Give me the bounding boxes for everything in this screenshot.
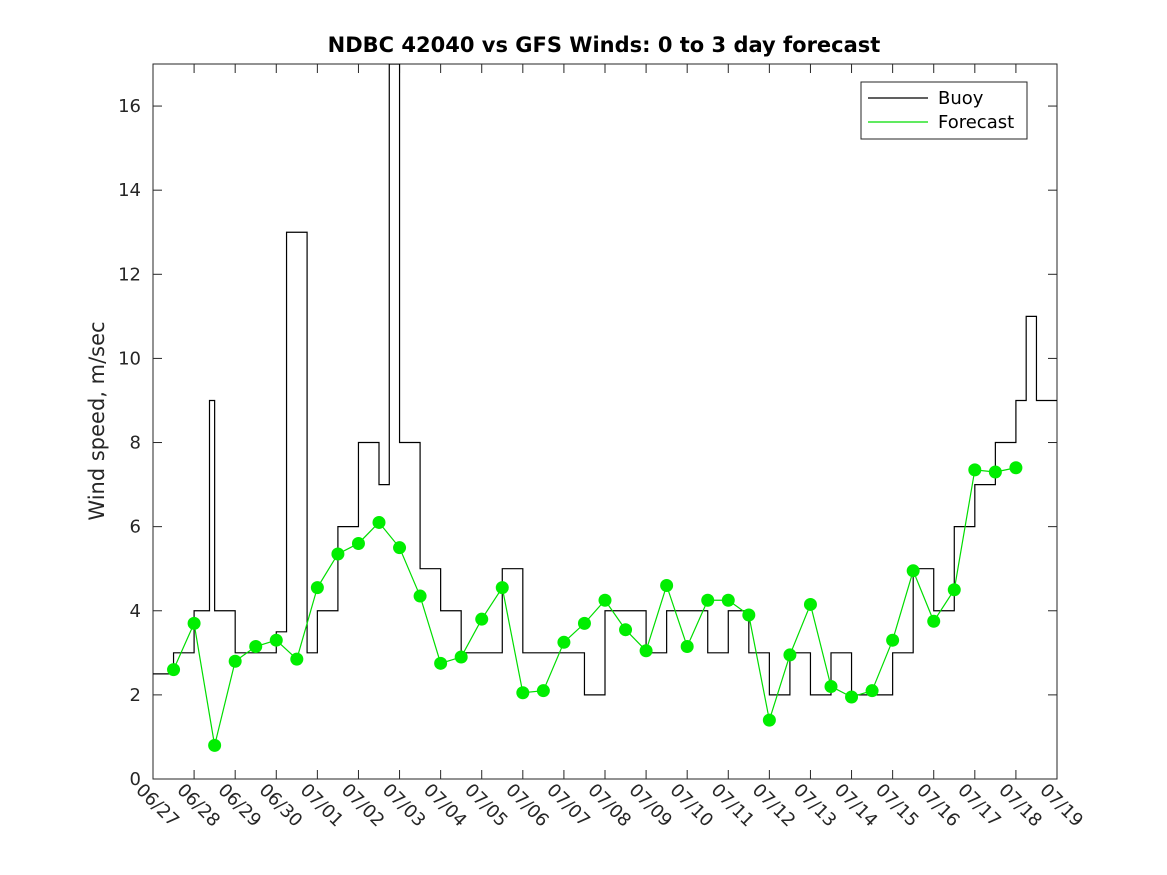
x-tick-label: 07/04 bbox=[419, 780, 471, 832]
forecast-marker bbox=[372, 515, 386, 529]
forecast-marker bbox=[269, 633, 283, 647]
x-tick-label: 07/10 bbox=[666, 780, 718, 832]
forecast-marker bbox=[495, 581, 509, 595]
x-tick-label: 07/16 bbox=[912, 780, 964, 832]
forecast-marker bbox=[351, 536, 365, 550]
forecast-marker bbox=[988, 465, 1002, 479]
plot-area: 024681012141606/2706/2806/2906/3007/0107… bbox=[118, 63, 1087, 832]
forecast-marker bbox=[968, 463, 982, 477]
chart-title: NDBC 42040 vs GFS Winds: 0 to 3 day fore… bbox=[328, 33, 881, 57]
forecast-marker bbox=[721, 593, 735, 607]
x-tick-label: 07/14 bbox=[830, 780, 882, 832]
legend: Buoy Forecast bbox=[860, 81, 1028, 140]
x-tick-label: 07/15 bbox=[871, 780, 923, 832]
x-tick-label: 07/19 bbox=[1035, 780, 1087, 832]
forecast-marker bbox=[660, 579, 674, 593]
y-tick-label: 10 bbox=[118, 348, 141, 369]
x-tick-label: 07/01 bbox=[296, 780, 348, 832]
forecast-marker bbox=[598, 593, 612, 607]
forecast-marker bbox=[310, 581, 324, 595]
legend-box bbox=[860, 81, 1028, 140]
buoy-series-line bbox=[153, 64, 1057, 696]
x-tick-label: 07/07 bbox=[542, 780, 594, 832]
x-tick-label: 07/17 bbox=[953, 780, 1005, 832]
forecast-marker bbox=[249, 640, 263, 654]
forecast-marker bbox=[886, 633, 900, 647]
y-tick-label: 8 bbox=[130, 433, 141, 454]
forecast-marker bbox=[454, 650, 468, 664]
x-tick-label: 06/30 bbox=[255, 780, 307, 832]
forecast-marker bbox=[475, 612, 489, 626]
forecast-marker bbox=[906, 564, 920, 578]
forecast-marker bbox=[393, 541, 407, 555]
x-tick-label: 07/18 bbox=[994, 780, 1046, 832]
forecast-marker bbox=[742, 608, 756, 622]
forecast-marker bbox=[639, 644, 653, 658]
forecast-marker bbox=[167, 663, 181, 677]
forecast-marker bbox=[845, 690, 859, 704]
y-tick-label: 4 bbox=[130, 601, 141, 622]
legend-label: Forecast bbox=[938, 112, 1014, 133]
x-tick-label: 07/06 bbox=[501, 780, 553, 832]
forecast-marker bbox=[516, 686, 530, 700]
forecast-marker bbox=[557, 635, 571, 649]
legend-label: Buoy bbox=[938, 88, 984, 109]
forecast-marker bbox=[1009, 461, 1023, 475]
x-tick-label: 06/29 bbox=[214, 780, 266, 832]
x-tick-label: 07/03 bbox=[378, 780, 430, 832]
y-tick-label: 16 bbox=[118, 96, 141, 117]
forecast-marker bbox=[228, 654, 242, 668]
forecast-marker bbox=[331, 547, 345, 561]
x-tick-label: 06/28 bbox=[173, 780, 225, 832]
forecast-marker bbox=[208, 738, 222, 752]
forecast-marker bbox=[783, 648, 797, 662]
forecast-marker bbox=[536, 684, 550, 698]
forecast-marker bbox=[701, 593, 715, 607]
forecast-series-line bbox=[172, 467, 1017, 746]
x-tick-label: 07/12 bbox=[748, 780, 800, 832]
forecast-marker bbox=[803, 597, 817, 611]
series-group bbox=[153, 64, 1057, 752]
y-axis-label: Wind speed, m/sec bbox=[85, 321, 109, 520]
x-tick-label: 07/11 bbox=[707, 780, 759, 832]
forecast-marker bbox=[577, 616, 591, 630]
forecast-marker bbox=[947, 583, 961, 597]
forecast-marker bbox=[187, 616, 201, 630]
forecast-marker bbox=[927, 614, 941, 628]
y-tick-label: 14 bbox=[118, 180, 141, 201]
forecast-marker bbox=[824, 679, 838, 693]
x-tick-label: 07/09 bbox=[625, 780, 677, 832]
y-tick-label: 6 bbox=[130, 517, 141, 538]
forecast-marker bbox=[762, 713, 776, 727]
x-tick-label: 07/05 bbox=[460, 780, 512, 832]
x-tick-label: 07/02 bbox=[337, 780, 389, 832]
forecast-marker bbox=[290, 652, 304, 666]
forecast-marker bbox=[413, 589, 427, 603]
x-tick-label: 07/08 bbox=[583, 780, 635, 832]
y-tick-label: 12 bbox=[118, 264, 141, 285]
y-tick-label: 2 bbox=[130, 685, 141, 706]
forecast-marker bbox=[865, 684, 879, 698]
x-tick-label: 07/13 bbox=[789, 780, 841, 832]
forecast-marker bbox=[434, 656, 448, 670]
y-tick-label: 0 bbox=[130, 769, 141, 790]
forecast-marker bbox=[680, 640, 694, 654]
forecast-marker bbox=[619, 623, 633, 637]
x-tick-label: 06/27 bbox=[131, 780, 183, 832]
